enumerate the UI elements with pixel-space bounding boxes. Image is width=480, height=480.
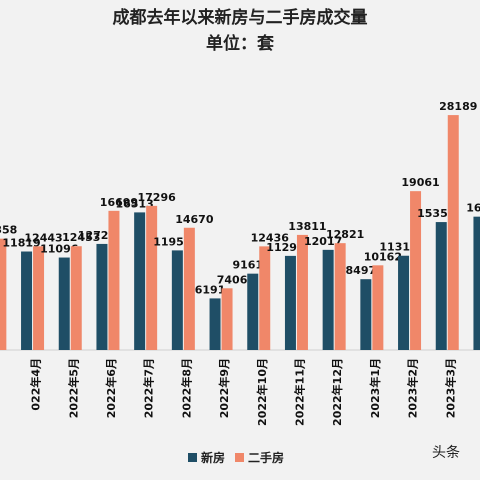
value-label-second-hand-6: 7406 [217,273,248,286]
bar-new-house-5 [171,250,183,350]
value-label-new-house-12: 15351 [417,207,455,220]
value-label-new-house-10: 8497 [346,264,377,277]
value-label-second-hand-3: 16699 [100,196,138,209]
legend-swatch-new-house [188,452,197,462]
legend-item-new-house: 新房 [188,449,225,466]
bar-second-hand-12 [447,115,459,350]
bar-new-house-4 [134,212,146,350]
x-tick-label-12: 2023年3月 [443,358,457,418]
bar-second-hand-8 [296,234,308,350]
chart-subtitle: 单位：套 [206,34,274,54]
value-label-second-hand-1: 12443 [24,231,62,244]
bar-second-hand-1 [33,246,45,350]
bar-new-house-12 [435,222,447,350]
bar-second-hand-7 [259,246,271,350]
value-label-new-house-3: 12729 [78,229,116,242]
bar-new-house-10 [360,279,372,350]
legend-swatch-second-hand [235,452,245,462]
x-tick-label-8: 2022年11月 [292,358,306,426]
bar-second-hand-10 [372,265,384,350]
value-label-new-house-1: 11819 [2,237,40,250]
value-label-new-house-5: 11953 [153,235,191,248]
x-tick-label-1: 022年4月 [29,358,43,411]
bar-new-house-7 [247,273,259,350]
value-label-new-house-4: 16513 [116,197,154,210]
bar-new-house-6 [209,298,221,350]
bar-second-hand-11 [410,191,422,350]
x-tick-label-7: 2022年10月 [255,358,269,426]
value-label-new-house-7: 9161 [232,259,263,272]
x-tick-label-3: 2022年6月 [104,358,118,418]
bar-second-hand-3 [108,210,120,350]
value-label-new-house-9: 12017 [304,235,342,248]
x-tick-label-10: 2023年1月 [368,358,382,418]
bar-second-hand-2 [70,246,82,350]
x-tick-label-11: 2023年2月 [406,358,420,418]
bar-new-house-1 [21,251,33,350]
watermark: 头条 [432,445,460,461]
chart-title: 成都去年以来新房与二手房成交量 [112,8,368,28]
value-label-second-hand-12: 28189 [439,100,477,113]
bar-second-hand-4 [146,205,158,350]
value-label-second-hand-10: 10162 [364,250,402,263]
value-label-second-hand-0: 358 [0,224,17,237]
bar-new-house-3 [96,243,108,350]
bar-second-hand-9 [334,243,346,350]
value-label-second-hand-9: 12821 [326,228,364,241]
value-label-second-hand-4: 17296 [138,191,177,204]
value-label-new-house-6: 6191 [195,283,226,296]
value-label-new-house-8: 11294 [266,241,305,254]
legend-item-second-hand: 二手房 [235,449,284,466]
value-label-new-house-13: 16 [466,202,480,215]
value-label-second-hand-8: 13811 [288,220,326,233]
x-tick-label-6: 2022年9月 [217,358,231,418]
value-label-second-hand-7: 12436 [251,231,290,244]
x-tick-label-9: 2022年12月 [330,358,344,426]
x-tick-label-4: 2022年7月 [142,358,156,418]
value-label-new-house-2: 11096 [40,243,79,256]
x-tick-label-5: 2022年8月 [179,358,193,418]
bar-new-house-13 [473,216,480,350]
legend-label-second-hand: 二手房 [248,450,285,465]
bar-new-house-11 [398,255,410,350]
value-label-new-house-11: 11312 [379,241,417,254]
bar-second-hand-0 [0,238,7,350]
value-label-second-hand-5: 14670 [175,213,214,226]
bar-second-hand-5 [183,227,195,350]
bar-new-house-8 [284,255,296,350]
value-label-second-hand-11: 19061 [401,176,439,189]
legend: 新房 二手房 [188,449,284,465]
value-label-second-hand-2: 12453 [62,231,100,244]
x-tick-label-2: 2022年5月 [66,358,80,418]
legend-label-new-house: 新房 [201,450,226,465]
bar-new-house-9 [322,249,334,350]
bar-second-hand-6 [221,288,233,350]
bar-new-house-2 [58,257,70,350]
